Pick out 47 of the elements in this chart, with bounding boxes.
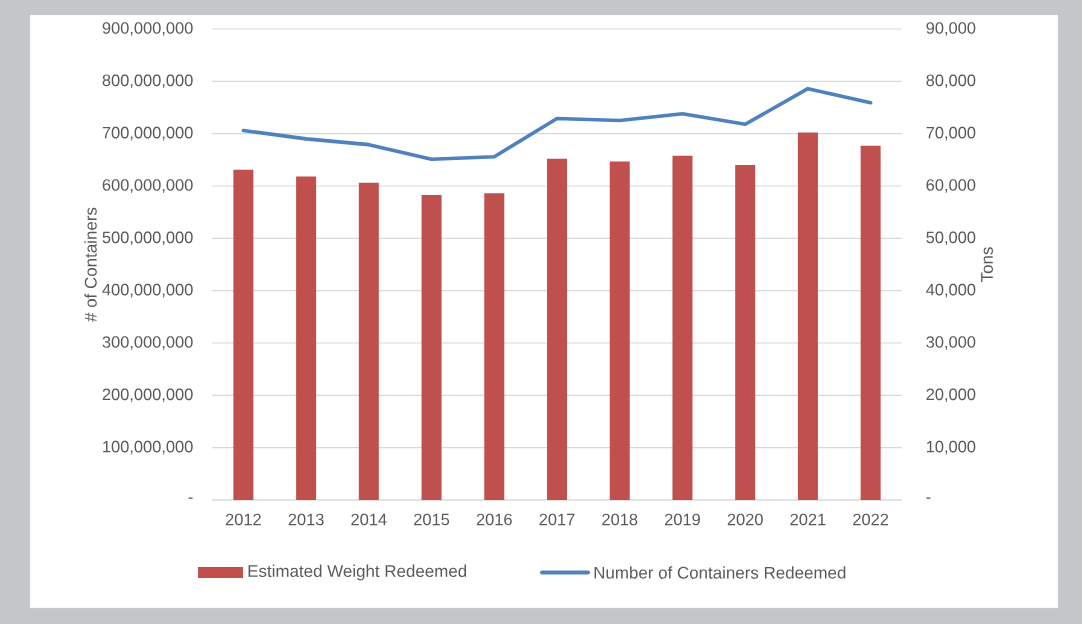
bar xyxy=(609,161,630,500)
y-axis-title: # of Containers xyxy=(84,207,97,322)
bar xyxy=(797,132,818,500)
y2-tick-label: 30,000 xyxy=(926,336,976,350)
y2-tick-label: 10,000 xyxy=(926,440,976,455)
y2-tick-label: 80,000 xyxy=(926,74,976,89)
legend-label: Number of Containers Redeemed xyxy=(594,566,846,579)
y-tick-label: 100,000,000 xyxy=(103,440,193,455)
bar xyxy=(672,155,693,500)
y-tick-label: - xyxy=(188,497,193,499)
y-tick-label: 800,000,000 xyxy=(102,74,193,89)
y2-tick-label: 50,000 xyxy=(926,231,976,246)
legend-label: Estimated Weight Redeemed xyxy=(248,564,467,581)
x-tick-label: 2016 xyxy=(476,513,512,526)
x-tick-label: 2020 xyxy=(727,513,763,526)
y2-tick-label: 90,000 xyxy=(926,22,976,36)
bar xyxy=(233,169,254,500)
x-tick-label: 2022 xyxy=(853,513,889,526)
y-tick-label: 700,000,000 xyxy=(102,126,193,141)
bar xyxy=(358,182,379,500)
y2-tick-label: 20,000 xyxy=(926,388,976,403)
bar xyxy=(735,165,756,500)
y2-tick-label: - xyxy=(926,497,931,499)
y-tick-label: 200,000,000 xyxy=(102,388,193,403)
y2-tick-label: 40,000 xyxy=(926,283,976,298)
x-tick-label: 2017 xyxy=(539,513,575,526)
x-tick-label: 2021 xyxy=(790,513,826,526)
bar xyxy=(421,194,442,500)
y2-axis-title: Tons xyxy=(981,247,993,282)
bar xyxy=(860,145,881,500)
bar xyxy=(547,158,568,500)
x-tick-label: 2015 xyxy=(414,513,450,526)
x-tick-label: 2012 xyxy=(225,513,261,526)
y-tick-label: 400,000,000 xyxy=(102,283,193,298)
bar xyxy=(296,176,317,500)
y2-tick-label: 70,000 xyxy=(926,126,976,141)
bar xyxy=(484,193,505,500)
x-tick-label: 2014 xyxy=(351,513,387,526)
x-tick-label: 2019 xyxy=(665,513,700,526)
y-tick-label: 900,000,000 xyxy=(102,22,193,36)
y2-tick-label: 60,000 xyxy=(926,179,976,193)
line-series xyxy=(241,86,873,162)
x-tick-label: 2013 xyxy=(288,513,324,526)
x-tick-label: 2018 xyxy=(602,513,638,526)
y-tick-label: 600,000,000 xyxy=(102,179,193,193)
y-tick-label: 500,000,000 xyxy=(102,231,193,246)
y-tick-label: 300,000,000 xyxy=(102,336,193,350)
